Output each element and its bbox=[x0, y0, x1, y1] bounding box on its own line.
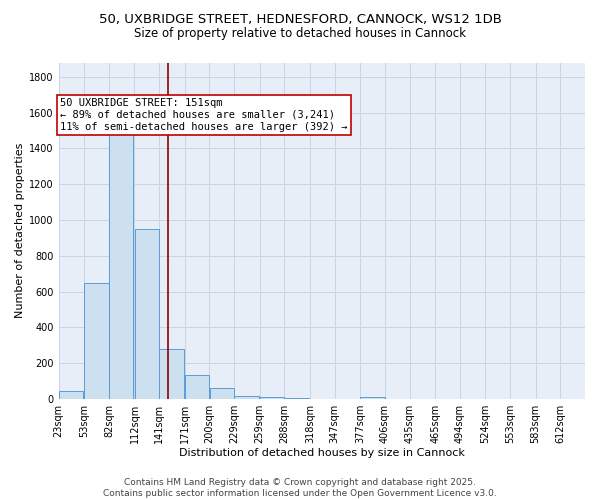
Bar bbox=[260, 398, 284, 399]
Bar bbox=[85, 282, 109, 399]
Text: 50 UXBRIDGE STREET: 151sqm
← 89% of detached houses are smaller (3,241)
11% of s: 50 UXBRIDGE STREET: 151sqm ← 89% of deta… bbox=[61, 98, 348, 132]
Bar bbox=[109, 128, 133, 399]
Y-axis label: Number of detached properties: Number of detached properties bbox=[15, 143, 25, 318]
Bar bbox=[310, 398, 334, 399]
Bar bbox=[134, 229, 159, 399]
Bar bbox=[235, 396, 259, 399]
Bar bbox=[284, 398, 309, 399]
Bar bbox=[361, 397, 385, 399]
Text: 50, UXBRIDGE STREET, HEDNESFORD, CANNOCK, WS12 1DB: 50, UXBRIDGE STREET, HEDNESFORD, CANNOCK… bbox=[98, 12, 502, 26]
X-axis label: Distribution of detached houses by size in Cannock: Distribution of detached houses by size … bbox=[179, 448, 465, 458]
Bar bbox=[160, 349, 184, 399]
Bar bbox=[185, 375, 209, 399]
Text: Contains HM Land Registry data © Crown copyright and database right 2025.
Contai: Contains HM Land Registry data © Crown c… bbox=[103, 478, 497, 498]
Bar bbox=[209, 388, 234, 399]
Text: Size of property relative to detached houses in Cannock: Size of property relative to detached ho… bbox=[134, 28, 466, 40]
Bar bbox=[59, 390, 83, 399]
